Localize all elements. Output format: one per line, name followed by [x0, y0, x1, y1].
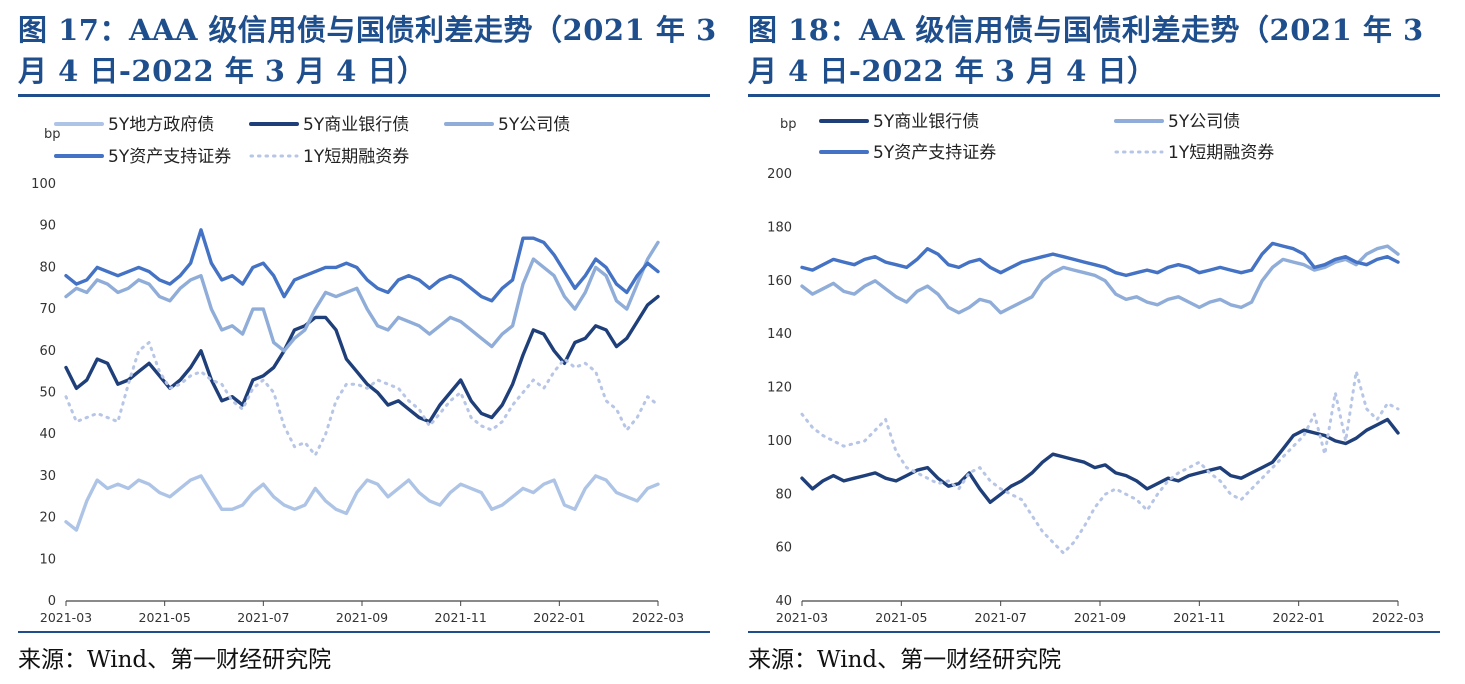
y-tick-label: 40: [39, 427, 56, 442]
y-tick-label: 50: [39, 386, 56, 401]
figure-title: 图 18：AA 级信用债与国债利差走势（2021 年 3 月 4 日-2022 …: [748, 13, 1424, 88]
legend-label: 5Y商业银行债: [303, 115, 409, 135]
figure-18-chart: bp 40 60 80 100 120 140 160 180 200 2021-03 2021-05…: [767, 112, 1424, 625]
x-tick-label: 2021-09: [336, 610, 388, 625]
y-tick-label: 60: [775, 541, 792, 556]
title-rule: [18, 94, 710, 97]
y-tick-label: 80: [775, 487, 792, 502]
y-axis-unit-label: bp: [780, 117, 797, 132]
legend-label: 5Y公司债: [1168, 112, 1240, 132]
x-tick-label: 2021-03: [40, 610, 92, 625]
y-tick-label: 120: [767, 381, 792, 396]
x-tick-label: 2021-07: [237, 610, 289, 625]
legend-label: 1Y短期融资券: [303, 147, 409, 167]
x-tick-label: 2021-09: [1074, 610, 1126, 625]
source-rule: [18, 631, 710, 633]
title-rule: [748, 94, 1440, 97]
y-tick-label: 40: [775, 594, 792, 609]
y-tick-label: 160: [767, 274, 792, 289]
legend-label: 5Y地方政府债: [108, 115, 214, 135]
y-tick-label: 90: [39, 219, 56, 234]
series-line: [800, 370, 1400, 555]
series-line: [64, 228, 660, 303]
figure-17-panel: 图 17：AAA 级信用债与国债利差走势（2021 年 3 月 4 日-2022…: [18, 0, 728, 684]
y-axis-unit-label: bp: [44, 127, 61, 142]
y-tick-label: 30: [39, 469, 56, 484]
x-tick-label: 2021-07: [975, 610, 1027, 625]
figure-17-chart: bp 0 10 20 30 40 50 60 70 80 90 100 2021-03 2021-05 20…: [31, 115, 684, 625]
x-tick-label: 2021-05: [875, 610, 927, 625]
y-tick-label: 100: [767, 434, 792, 449]
source-note: 来源：Wind、第一财经研究院: [748, 647, 1062, 673]
series-line: [64, 240, 660, 353]
legend-label: 1Y短期融资券: [1168, 143, 1274, 163]
series-line: [64, 341, 660, 457]
legend-label: 5Y资产支持证券: [108, 147, 231, 167]
x-tick-label: 2022-01: [1273, 610, 1325, 625]
y-tick-label: 80: [39, 260, 56, 275]
source-note: 来源：Wind、第一财经研究院: [18, 647, 332, 673]
x-tick-label: 2022-03: [632, 610, 684, 625]
y-tick-label: 100: [31, 177, 56, 192]
x-tick-label: 2022-01: [533, 610, 585, 625]
series-line: [800, 417, 1400, 504]
y-tick-label: 60: [39, 344, 56, 359]
y-tick-label: 180: [767, 220, 792, 235]
series-line: [800, 244, 1400, 315]
x-tick-label: 2021-05: [139, 610, 191, 625]
x-tick-label: 2021-11: [1173, 610, 1225, 625]
series-line: [64, 474, 660, 532]
x-tick-label: 2021-03: [776, 610, 828, 625]
figure-18-panel: 图 18：AA 级信用债与国债利差走势（2021 年 3 月 4 日-2022 …: [748, 0, 1458, 684]
x-tick-label: 2022-03: [1372, 610, 1424, 625]
y-tick-label: 200: [767, 167, 792, 182]
series-line: [64, 294, 660, 424]
x-tick-label: 2021-11: [435, 610, 487, 625]
legend-label: 5Y公司债: [498, 115, 570, 135]
source-rule: [748, 631, 1440, 633]
y-tick-label: 0: [48, 594, 56, 609]
y-tick-label: 140: [767, 327, 792, 342]
figure-title: 图 17：AAA 级信用债与国债利差走势（2021 年 3 月 4 日-2022…: [18, 13, 717, 88]
legend-label: 5Y资产支持证券: [873, 143, 996, 163]
legend-label: 5Y商业银行债: [873, 112, 979, 132]
y-tick-label: 10: [39, 552, 56, 567]
series-line: [800, 241, 1400, 278]
y-tick-label: 20: [39, 511, 56, 526]
y-tick-label: 70: [39, 302, 56, 317]
